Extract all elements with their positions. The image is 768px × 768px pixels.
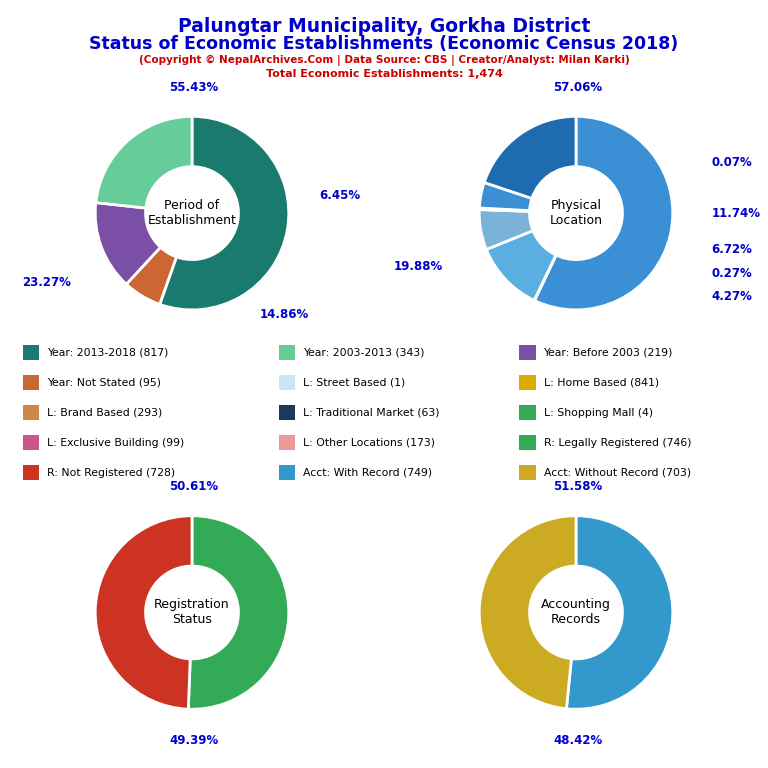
Text: 55.43%: 55.43% <box>169 81 219 94</box>
FancyBboxPatch shape <box>23 376 39 390</box>
FancyBboxPatch shape <box>279 465 295 480</box>
Text: Acct: Without Record (703): Acct: Without Record (703) <box>544 468 690 478</box>
Text: L: Other Locations (173): L: Other Locations (173) <box>303 438 435 448</box>
Text: (Copyright © NepalArchives.Com | Data Source: CBS | Creator/Analyst: Milan Karki: (Copyright © NepalArchives.Com | Data So… <box>139 55 629 66</box>
Text: L: Traditional Market (63): L: Traditional Market (63) <box>303 408 439 418</box>
Wedge shape <box>479 210 533 250</box>
FancyBboxPatch shape <box>279 406 295 420</box>
Wedge shape <box>534 255 556 300</box>
Wedge shape <box>484 116 576 198</box>
Wedge shape <box>96 116 192 208</box>
Text: R: Not Registered (728): R: Not Registered (728) <box>47 468 175 478</box>
Text: 4.27%: 4.27% <box>711 290 753 303</box>
Text: L: Home Based (841): L: Home Based (841) <box>544 378 659 388</box>
Text: Year: 2013-2018 (817): Year: 2013-2018 (817) <box>47 348 168 358</box>
Text: Total Economic Establishments: 1,474: Total Economic Establishments: 1,474 <box>266 69 502 79</box>
Wedge shape <box>160 117 289 310</box>
Text: Physical
Location: Physical Location <box>549 199 603 227</box>
Text: Registration
Status: Registration Status <box>154 598 230 627</box>
FancyBboxPatch shape <box>279 435 295 450</box>
Wedge shape <box>486 230 556 300</box>
Text: 6.45%: 6.45% <box>319 189 361 202</box>
FancyBboxPatch shape <box>279 346 295 360</box>
Text: 51.58%: 51.58% <box>553 480 603 493</box>
Text: Year: Not Stated (95): Year: Not Stated (95) <box>47 378 161 388</box>
Wedge shape <box>95 203 161 284</box>
Wedge shape <box>479 208 530 211</box>
Text: R: Legally Registered (746): R: Legally Registered (746) <box>544 438 691 448</box>
Text: L: Brand Based (293): L: Brand Based (293) <box>47 408 162 418</box>
FancyBboxPatch shape <box>519 435 536 450</box>
Text: L: Exclusive Building (99): L: Exclusive Building (99) <box>47 438 184 448</box>
Wedge shape <box>535 117 673 310</box>
Wedge shape <box>479 183 532 210</box>
Text: 19.88%: 19.88% <box>393 260 442 273</box>
FancyBboxPatch shape <box>519 376 536 390</box>
FancyBboxPatch shape <box>23 346 39 360</box>
Text: 50.61%: 50.61% <box>170 480 219 493</box>
Wedge shape <box>479 516 576 709</box>
Text: L: Street Based (1): L: Street Based (1) <box>303 378 405 388</box>
FancyBboxPatch shape <box>23 465 39 480</box>
FancyBboxPatch shape <box>23 435 39 450</box>
Text: 0.07%: 0.07% <box>711 157 752 169</box>
Text: 6.72%: 6.72% <box>711 243 753 257</box>
Text: Acct: With Record (749): Acct: With Record (749) <box>303 468 432 478</box>
Text: L: Shopping Mall (4): L: Shopping Mall (4) <box>544 408 653 418</box>
Wedge shape <box>126 247 177 304</box>
Text: Palungtar Municipality, Gorkha District: Palungtar Municipality, Gorkha District <box>178 17 590 36</box>
Text: 14.86%: 14.86% <box>260 308 309 321</box>
Text: Period of
Establishment: Period of Establishment <box>147 199 237 227</box>
FancyBboxPatch shape <box>519 465 536 480</box>
Text: Year: 2003-2013 (343): Year: 2003-2013 (343) <box>303 348 424 358</box>
Wedge shape <box>188 516 289 709</box>
FancyBboxPatch shape <box>519 346 536 360</box>
Wedge shape <box>567 516 673 709</box>
Text: 0.27%: 0.27% <box>711 266 752 280</box>
Text: 48.42%: 48.42% <box>553 733 603 746</box>
Text: Accounting
Records: Accounting Records <box>541 598 611 627</box>
Text: 49.39%: 49.39% <box>169 733 219 746</box>
FancyBboxPatch shape <box>23 406 39 420</box>
FancyBboxPatch shape <box>279 376 295 390</box>
Text: Status of Economic Establishments (Economic Census 2018): Status of Economic Establishments (Econo… <box>89 35 679 52</box>
Text: 57.06%: 57.06% <box>554 81 603 94</box>
Text: 23.27%: 23.27% <box>22 276 71 290</box>
FancyBboxPatch shape <box>519 406 536 420</box>
Text: 11.74%: 11.74% <box>711 207 760 220</box>
Wedge shape <box>95 516 192 709</box>
Text: Year: Before 2003 (219): Year: Before 2003 (219) <box>544 348 673 358</box>
